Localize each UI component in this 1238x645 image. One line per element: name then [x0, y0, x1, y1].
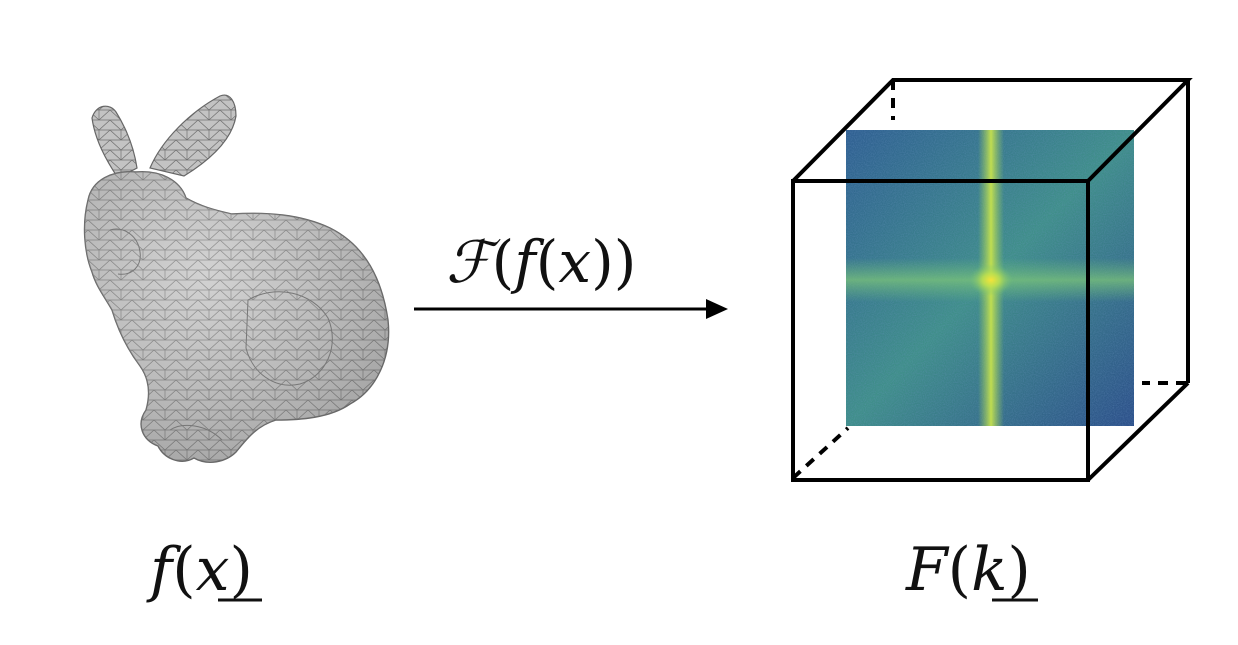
transform-label-open1: ( [492, 228, 515, 296]
arrow-head [706, 299, 728, 319]
spectrum-slice [846, 130, 1134, 426]
spectrum-center-peak [969, 264, 1013, 296]
right-label-close: ) [1007, 535, 1030, 605]
transform-label-close: )) [591, 228, 636, 296]
transform-label-var: x [558, 228, 591, 296]
left-label-open: ( [172, 535, 195, 605]
left-label-var: x [196, 535, 230, 605]
right-label-func: F [905, 535, 950, 605]
transform-arrow [414, 299, 728, 319]
cube-hidden-edge-bottom-left [791, 426, 850, 480]
transform-label-open2: ( [536, 228, 559, 296]
bunny-ear-back [91, 105, 138, 179]
left-label: f(x) [146, 535, 253, 605]
bunny-body [83, 171, 390, 463]
right-label: F(k) [905, 535, 1031, 605]
cube-top-edges [791, 78, 1193, 183]
transform-label: ℱ(f(x)) [446, 228, 636, 296]
frequency-cube [791, 78, 1193, 482]
left-label-close: ) [229, 535, 252, 605]
bunny-mesh [83, 94, 390, 463]
right-label-open: ( [948, 535, 971, 605]
cube-bottom-right-edge [1086, 381, 1190, 482]
bunny-ear-front [149, 94, 237, 177]
right-label-var: k [971, 535, 1007, 605]
cube-front-face [791, 179, 1090, 482]
